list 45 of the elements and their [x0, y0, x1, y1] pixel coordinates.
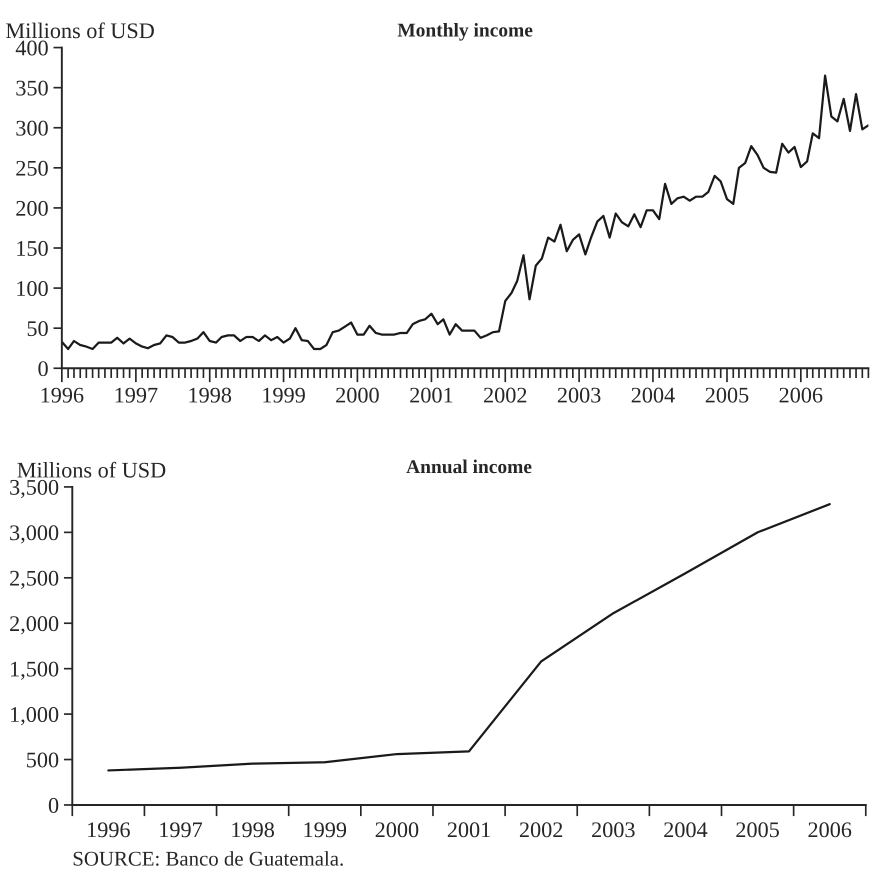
y-tick-label: 1,000	[11, 707, 58, 726]
x-tick-label: 2000	[376, 822, 418, 838]
x-tick-label: 2005	[736, 822, 779, 838]
y-tick-label: 400	[16, 40, 48, 56]
chart-title: Annual income	[406, 460, 532, 474]
y-axis-title: Millions of USD	[17, 462, 166, 478]
x-tick-label: 2001	[448, 822, 490, 838]
y-tick-label: 350	[16, 80, 48, 96]
x-tick-label: 2002	[484, 388, 526, 403]
x-tick-label: 2005	[706, 388, 748, 403]
line-series	[107, 503, 831, 772]
y-tick-label: 100	[17, 281, 48, 296]
x-tick-label: 2000	[336, 388, 379, 403]
y-tick-label: 300	[16, 120, 48, 136]
x-tick-label: 2003	[592, 822, 635, 838]
chart-title: Monthly income	[398, 22, 532, 41]
x-tick-label: 1996	[88, 822, 130, 838]
y-tick-label: 500	[27, 752, 58, 768]
source-note: SOURCE: Banco de Guatemala.	[74, 851, 343, 866]
x-tick-label: 1998	[189, 388, 232, 403]
x-tick-label: 1999	[263, 388, 305, 403]
x-tick-label: 1999	[304, 822, 346, 838]
x-tick-label: 2006	[808, 822, 852, 838]
y-tick-label: 3,500	[10, 480, 58, 498]
x-tick-label: 1996	[42, 388, 84, 403]
x-tick-label: 1998	[232, 822, 274, 838]
x-tick-label: 2003	[558, 388, 600, 403]
x-tick-label: 2004	[632, 388, 675, 403]
x-tick-label: 2002	[520, 822, 562, 838]
x-tick-label: 2001	[410, 388, 452, 403]
y-tick-label: 1,500	[11, 662, 58, 680]
x-tick-label: 2006	[780, 388, 822, 403]
y-tick-label: 50	[28, 321, 48, 336]
y-tick-label: 2,500	[10, 570, 58, 589]
y-axis-title: Millions of USD	[6, 22, 154, 38]
y-tick-label: 3,000	[10, 525, 58, 544]
y-tick-label: 0	[48, 798, 58, 813]
y-tick-label: 0	[38, 361, 48, 376]
x-tick-label: 1997	[116, 388, 158, 403]
y-tick-label: 150	[17, 240, 48, 256]
y-tick-label: 250	[16, 160, 48, 176]
y-tick-label: 2,000	[10, 616, 58, 634]
y-tick-label: 200	[16, 200, 48, 216]
x-tick-label: 2004	[664, 822, 708, 838]
x-tick-label: 1997	[160, 822, 202, 838]
